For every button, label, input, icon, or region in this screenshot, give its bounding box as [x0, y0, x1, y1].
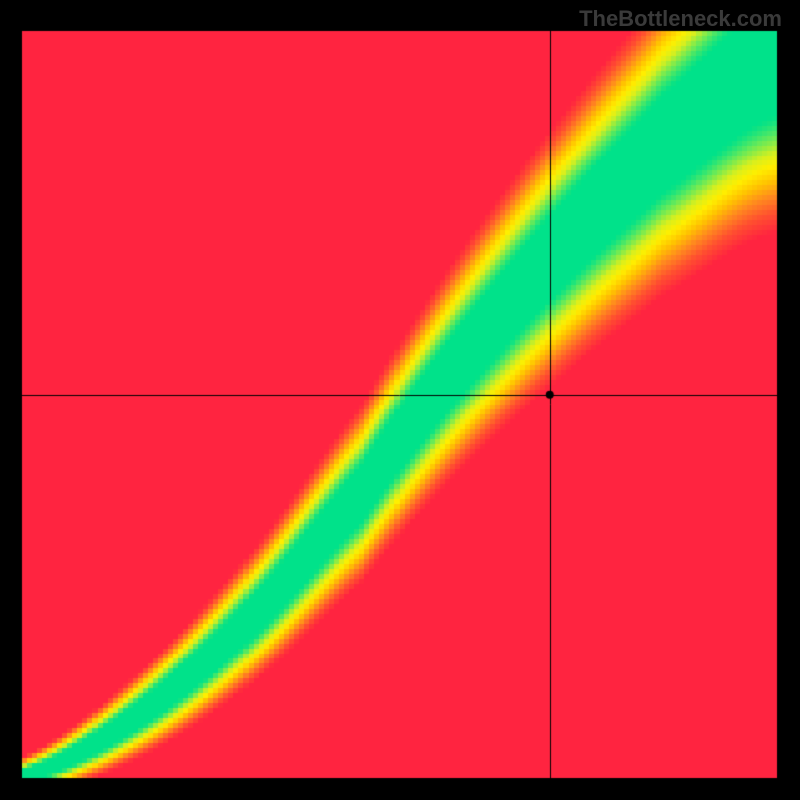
watermark-text: TheBottleneck.com — [579, 6, 782, 32]
bottleneck-heatmap — [0, 0, 800, 800]
